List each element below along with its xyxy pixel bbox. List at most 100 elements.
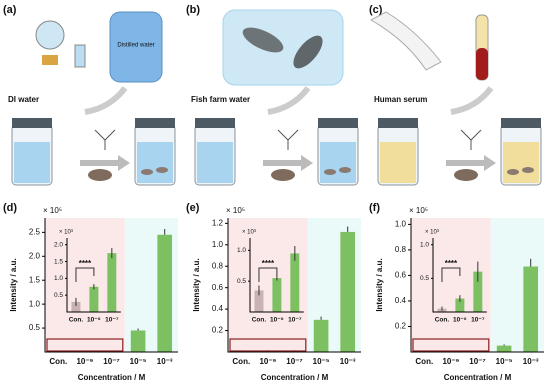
- inset-bar: [455, 298, 465, 312]
- pellet: [324, 169, 336, 175]
- x-tick-label: 10⁻⁷: [286, 357, 302, 366]
- highlight-box: [229, 338, 307, 352]
- y-tick-label: 2.0: [29, 251, 41, 260]
- x-tick-label: 10⁻³: [157, 357, 173, 366]
- inset-axes: [66, 238, 121, 313]
- molecule: [94, 129, 116, 150]
- arrow: [446, 155, 496, 171]
- inset-multiplier: × 10³: [59, 230, 73, 236]
- axes: [410, 218, 544, 353]
- inset-x-tick-label: 10⁻⁷: [471, 317, 485, 324]
- inset-y-tick-label: 1.0: [237, 247, 246, 254]
- cylinder: [74, 44, 86, 68]
- x-tick-label: 10⁻⁷: [469, 357, 485, 366]
- x-tick-label: 10⁻³: [523, 357, 539, 366]
- vial-cap: [318, 118, 358, 128]
- hand: [369, 11, 442, 71]
- y-tick-label: 0.8: [395, 245, 407, 254]
- y-label: Intensity / a.u.: [192, 258, 201, 311]
- inset-y-tick-label: 0.5: [420, 275, 429, 282]
- liquid: [197, 142, 233, 183]
- significance-bracket: [258, 267, 278, 282]
- inset-x-tick-label: 10⁻⁷: [105, 317, 119, 324]
- inset-bar: [254, 290, 264, 312]
- caption: Human serum: [374, 95, 427, 104]
- burner: [42, 55, 58, 65]
- flask: [35, 20, 65, 50]
- x-label: Concentration / M: [444, 373, 512, 382]
- bar: [523, 266, 539, 352]
- inset-axes: [432, 238, 487, 313]
- inset-x-tick-label: Con.: [435, 317, 450, 324]
- inset-multiplier: × 10³: [425, 230, 439, 236]
- inset-y-tick-label: 0.5: [54, 292, 63, 299]
- panel-label: (e): [186, 202, 200, 214]
- axes: [44, 218, 178, 353]
- disc: [88, 169, 112, 181]
- pellet: [507, 169, 519, 175]
- inset-bar: [89, 286, 99, 312]
- x-label: Concentration / M: [261, 373, 329, 382]
- panel-label: (c): [369, 4, 383, 16]
- molecule: [277, 129, 299, 150]
- arrow: [263, 155, 313, 171]
- vial-cap: [12, 118, 52, 128]
- y-tick-label: 0.8: [212, 261, 224, 270]
- inset-x-tick-label: Con.: [69, 317, 84, 324]
- panel-label: (d): [3, 202, 17, 214]
- panel-label: (a): [3, 4, 17, 16]
- x-tick-label: 10⁻⁵: [313, 357, 330, 366]
- inset-axes: [249, 238, 304, 313]
- y-tick-label: 0.6: [395, 271, 407, 280]
- y-tick-label: 0.6: [212, 283, 224, 292]
- y-tick-label: 1.0: [212, 240, 224, 249]
- inset-y-tick-label: 1.0: [420, 241, 429, 248]
- y-tick-label: 0.4: [212, 304, 224, 313]
- inset-x-tick-label: 10⁻⁹: [453, 317, 467, 324]
- disc: [454, 169, 478, 181]
- caption: Fish farm water: [191, 95, 250, 104]
- significance: ****: [445, 259, 458, 268]
- inset-y-tick-label: 2.0: [54, 241, 63, 248]
- x-tick-label: 10⁻⁵: [130, 357, 147, 366]
- molecule: [460, 129, 482, 150]
- x-label: Concentration / M: [78, 373, 146, 382]
- x-tick-label: Con.: [415, 357, 433, 366]
- inset-x-tick-label: Con.: [252, 317, 267, 324]
- bar: [313, 319, 329, 352]
- pellet: [156, 167, 168, 173]
- jug: [109, 11, 163, 83]
- pellet: [522, 167, 534, 173]
- highlight-box: [412, 338, 490, 352]
- inset-bar: [290, 253, 300, 312]
- inset-bar: [107, 253, 117, 312]
- blood: [476, 48, 488, 80]
- bar: [157, 234, 173, 352]
- caption: DI water: [8, 95, 39, 104]
- curve-arrow: [84, 86, 128, 115]
- y-tick-label: 0.5: [29, 323, 41, 332]
- curve-arrow: [267, 86, 311, 115]
- inset-y-tick-label: 1.5: [54, 258, 63, 265]
- fish: [293, 35, 323, 69]
- x-tick-label: Con.: [49, 357, 67, 366]
- liquid: [320, 142, 356, 183]
- vial-cap: [501, 118, 541, 128]
- inset-y-tick-label: 0.5: [237, 278, 246, 285]
- multiplier: × 10⁵: [409, 206, 428, 215]
- pellet: [339, 167, 351, 173]
- inset-bar: [473, 271, 483, 312]
- y-tick-label: 2.5: [29, 227, 41, 236]
- x-tick-label: 10⁻⁹: [76, 357, 93, 366]
- inset-y-tick-label: 1.0: [54, 275, 63, 282]
- inset-x-tick-label: 10⁻⁹: [87, 317, 101, 324]
- inset-x-tick-label: 10⁻⁷: [288, 317, 302, 324]
- inset-x-tick-label: 10⁻⁹: [270, 317, 284, 324]
- vial-cap: [378, 118, 418, 128]
- inset-bar: [272, 278, 282, 312]
- liquid: [137, 142, 173, 183]
- panel-label: (b): [186, 4, 200, 16]
- significance: ****: [262, 259, 275, 268]
- y-tick-label: 0.4: [395, 296, 407, 305]
